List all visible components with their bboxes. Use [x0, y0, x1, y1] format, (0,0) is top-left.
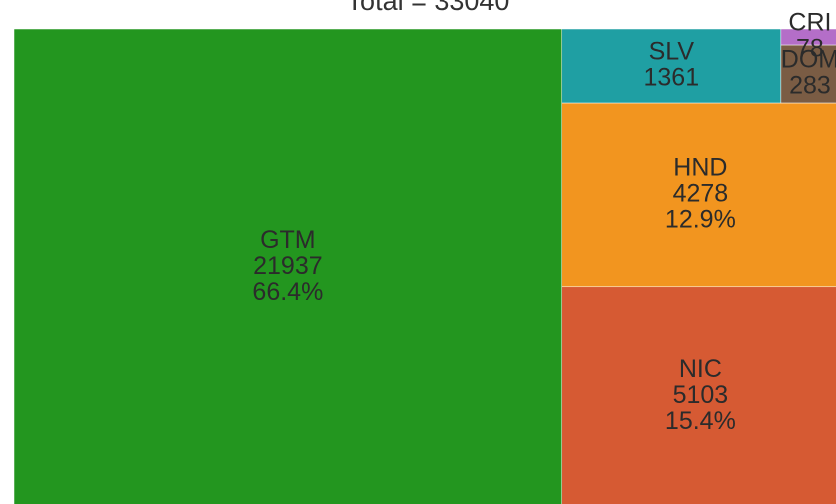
tile-label: GTM	[260, 226, 316, 254]
tile	[561, 28, 782, 104]
chart-title: Total = 33040	[347, 0, 510, 16]
tile-value-label: 78	[796, 35, 824, 63]
tile-value-label: 4278	[673, 179, 729, 207]
tile-label: CRI	[788, 9, 831, 37]
tile-value-label: 1361	[644, 64, 700, 92]
tile-label: HND	[673, 153, 727, 181]
tile-value-label: 21937	[253, 252, 323, 280]
tile	[13, 28, 563, 504]
tile-value-label: 15.4%	[665, 407, 736, 435]
tile-label: DOM	[781, 46, 836, 74]
tile-label: SLV	[649, 38, 695, 66]
tile-value-label: 283	[789, 72, 831, 100]
tile-label: NIC	[679, 355, 722, 383]
tile	[780, 44, 836, 104]
tile-value-label: 5103	[673, 381, 729, 409]
tile	[561, 286, 836, 504]
tile	[780, 28, 836, 46]
tile-value-label: 66.4%	[252, 278, 323, 306]
tile-value-label: 12.9%	[665, 205, 736, 233]
